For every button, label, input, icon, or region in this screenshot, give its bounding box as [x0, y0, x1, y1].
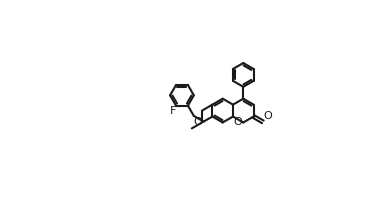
Text: O: O [233, 117, 242, 127]
Text: O: O [264, 111, 272, 121]
Text: O: O [193, 117, 202, 127]
Text: F: F [170, 106, 176, 116]
